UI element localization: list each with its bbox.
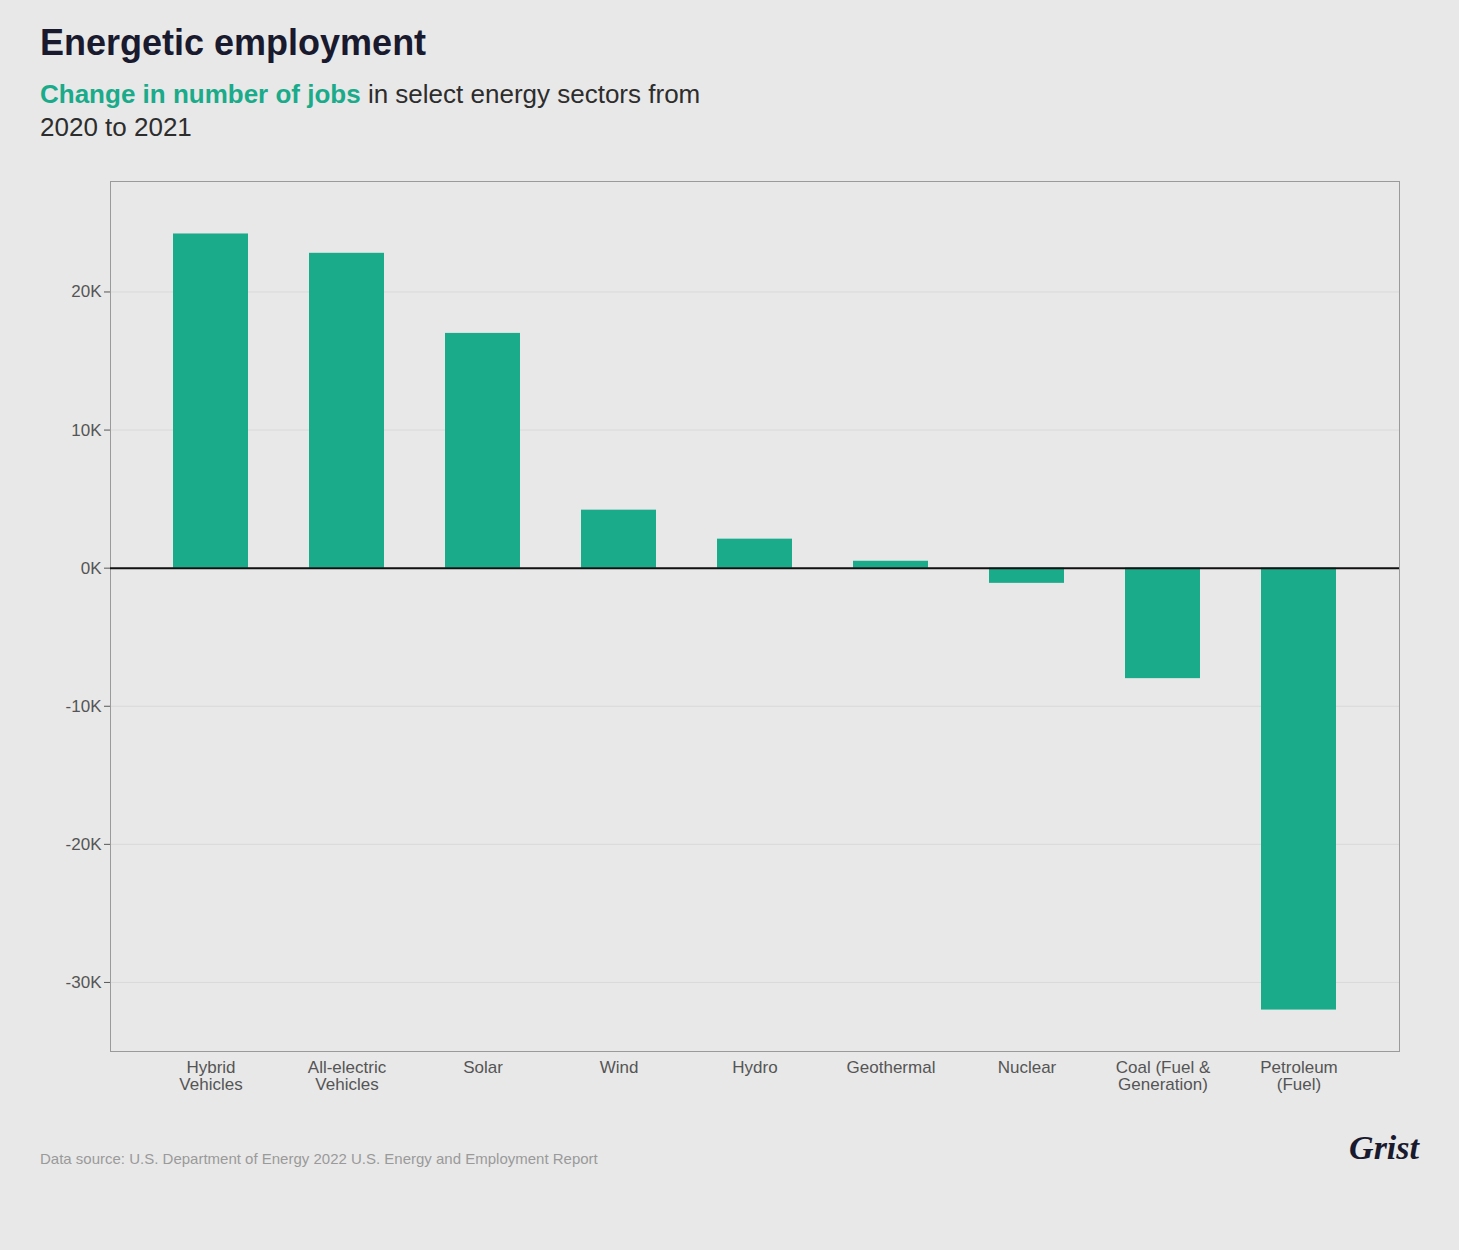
html-text:Change in number of jobs in se: Change in number of jobs in select energ… [40,79,701,109]
svg-text:All-electricVehicles: All-electricVehicles [308,1058,387,1094]
svg-text:Nuclear: Nuclear [998,1058,1057,1077]
html-text:2020 to 2021: 2020 to 2021 [40,111,192,142]
svg-text:-30K: -30K [66,973,103,992]
svg-text:Solar: Solar [463,1058,503,1077]
svg-text:-20K: -20K [66,835,103,854]
svg-text:HybridVehicles: HybridVehicles [179,1058,242,1094]
svg-text:-10K: -10K [66,697,103,716]
svg-text:Hydro: Hydro [732,1058,777,1077]
svg-text:20K: 20K [71,282,102,301]
svg-text:10K: 10K [71,421,102,440]
html-text:Energetic employment: Energetic employment [40,22,427,63]
svg-text:0K: 0K [81,559,102,578]
svg-text:Coal (Fuel &Generation): Coal (Fuel &Generation) [1116,1058,1211,1094]
svg-text:Geothermal: Geothermal [847,1058,936,1077]
html-text:Grist: Grist [1349,1129,1419,1166]
svg-text:Petroleum(Fuel): Petroleum(Fuel) [1260,1058,1337,1094]
svg-text:Wind: Wind [600,1058,639,1077]
html-text:Data source: U.S. Department o: Data source: U.S. Department of Energy 2… [40,1150,598,1167]
